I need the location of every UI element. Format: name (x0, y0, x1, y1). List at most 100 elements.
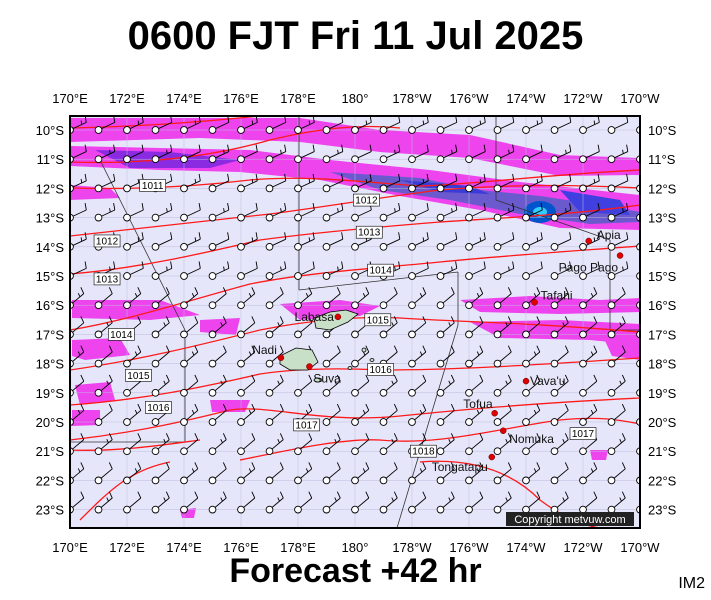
wind-barb (151, 144, 173, 164)
wind-barb (465, 403, 484, 426)
lon-label-bottom: 170°W (620, 540, 660, 555)
wind-barb (265, 203, 287, 222)
wind-barb (265, 144, 287, 164)
wind-barb (607, 403, 626, 426)
wind-barb (522, 491, 541, 514)
wind-barb (579, 403, 598, 426)
wind-barb (237, 203, 258, 222)
wind-barb (579, 173, 600, 193)
lon-label-top: 174°W (506, 91, 546, 106)
wind-barb (123, 462, 142, 485)
lon-label-top: 176°E (223, 91, 259, 106)
wind-barb (436, 116, 458, 134)
wind-barb (151, 433, 170, 456)
wind-barb (579, 261, 600, 280)
wind-barb (579, 316, 598, 339)
wind-barb (579, 144, 600, 164)
wind-barb (522, 316, 541, 339)
wind-barb (522, 261, 543, 280)
lat-label-left: 15°S (36, 269, 65, 284)
wind-barb (237, 116, 258, 134)
wind-barb (607, 316, 626, 339)
wind-barb (493, 232, 515, 251)
wind-barb (522, 345, 541, 368)
wind-barb (493, 287, 512, 310)
lat-label-left: 16°S (36, 298, 65, 313)
wind-barb (237, 345, 256, 368)
lat-label-left: 17°S (36, 327, 65, 342)
lat-label-right: 23°S (648, 503, 677, 518)
wind-barb (522, 232, 543, 251)
wind-barb (493, 433, 512, 456)
wind-barb (180, 287, 199, 310)
wind-barb (237, 403, 256, 426)
wind-barb (408, 491, 427, 514)
wind-barb (94, 287, 113, 310)
wind-barb (465, 433, 484, 456)
wind-barb (265, 403, 284, 426)
place-label: Apia (597, 228, 621, 242)
copyright-box (506, 512, 634, 526)
wind-barb (408, 462, 427, 485)
wind-barb (607, 232, 629, 251)
isobar-label: 1016 (367, 363, 394, 376)
lon-label-top: 176°W (449, 91, 489, 106)
wind-barb (265, 116, 287, 134)
map-frame (69, 115, 641, 529)
wind-barb (294, 316, 313, 339)
svg-text:1017: 1017 (572, 429, 595, 440)
wind-barb (379, 203, 401, 222)
wind-barb (265, 491, 284, 514)
wind-barb (351, 374, 370, 397)
wind-barb (379, 462, 398, 485)
wind-barb (493, 316, 512, 339)
wind-barb (493, 491, 512, 514)
wind-barb (436, 287, 455, 310)
place-label: Tofua (463, 397, 493, 411)
lat-label-right: 19°S (648, 386, 677, 401)
wind-barb (237, 462, 256, 485)
wind-barb (94, 462, 113, 485)
wind-barb (550, 232, 572, 251)
wind-barb (265, 261, 287, 280)
lon-label-bottom: 172°W (563, 540, 603, 555)
wind-barb (180, 316, 199, 339)
lat-label-right: 17°S (648, 327, 677, 342)
wind-barb (151, 203, 173, 222)
wind-barb (493, 462, 512, 485)
wind-barb (579, 491, 598, 514)
wind-barb (351, 403, 370, 426)
wind-barb (180, 345, 199, 368)
wind-barb (351, 345, 370, 368)
wind-barb (180, 203, 201, 222)
wind-barb (294, 287, 313, 310)
wind-barb (522, 374, 541, 397)
lon-label-top: 174°E (166, 91, 202, 106)
wind-barb (294, 491, 313, 514)
place-marker: Apia (585, 228, 621, 245)
wind-barb (607, 173, 629, 193)
wind-barb (237, 433, 256, 456)
wind-barb (522, 144, 543, 164)
wind-barb (379, 232, 401, 251)
wind-barb (151, 232, 173, 251)
svg-text:1016: 1016 (147, 403, 170, 414)
wind-barb (408, 203, 429, 222)
lon-label-bottom: 178°E (280, 540, 316, 555)
copyright-text: Copyright metvuw.com (514, 514, 625, 526)
lat-label-right: 21°S (648, 444, 677, 459)
wind-barb (436, 374, 455, 397)
wind-barb (322, 232, 344, 251)
wind-barb (265, 287, 284, 310)
wind-barb (408, 232, 429, 251)
wind-barb (294, 232, 315, 251)
wind-barb (265, 232, 287, 251)
wind-barb (436, 203, 458, 222)
wind-barb (180, 403, 199, 426)
wind-barb (180, 374, 199, 397)
map-title: 0600 FJT Fri 11 Jul 2025 (127, 14, 584, 58)
wind-barb (607, 261, 629, 280)
wind-barb (493, 403, 512, 426)
wind-barb (550, 203, 572, 222)
lat-label-right: 12°S (648, 181, 677, 196)
